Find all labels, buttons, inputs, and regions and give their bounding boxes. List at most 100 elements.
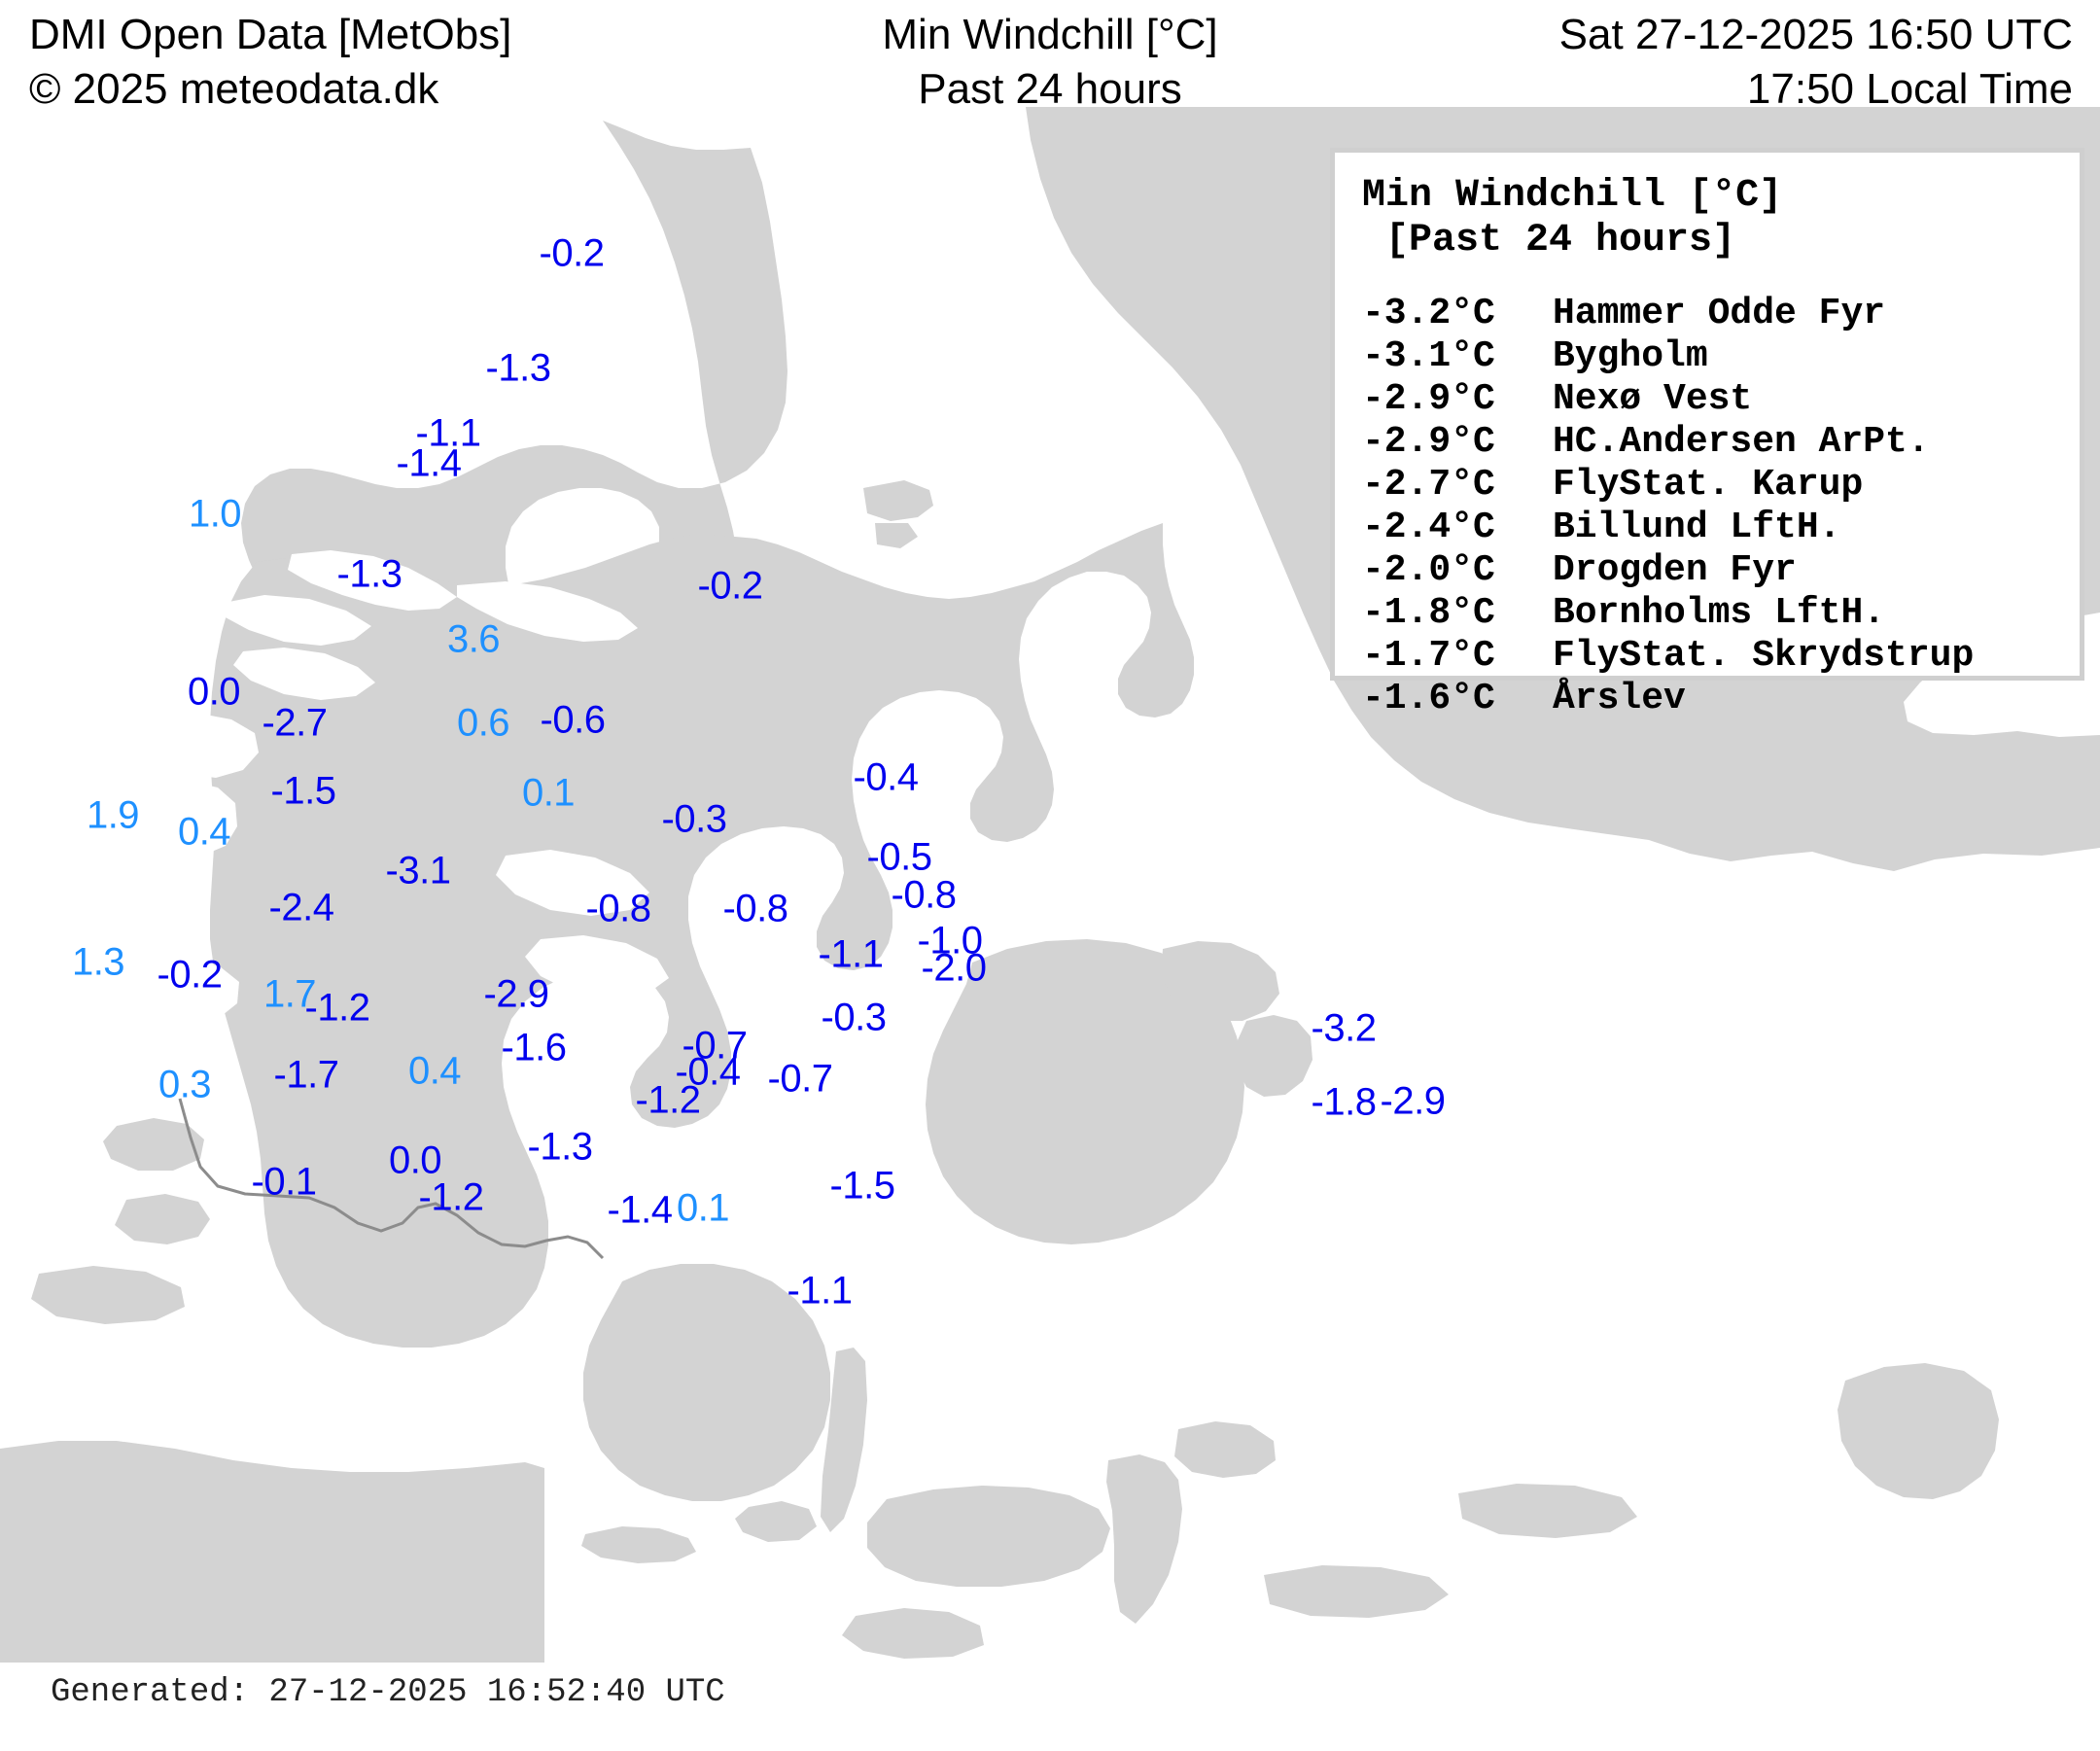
data-source-label: DMI Open Data [MetObs] (29, 11, 512, 58)
station-value-label: -1.6 (501, 1026, 567, 1069)
country-border-line (178, 1098, 605, 1260)
land-mon (1174, 1421, 1276, 1478)
land-west-isle-1 (103, 1118, 204, 1171)
land-falster (1106, 1454, 1182, 1624)
station-value-label: -1.4 (607, 1188, 673, 1232)
legend-value: -2.9°C (1362, 421, 1495, 463)
station-value-label: -0.1 (251, 1160, 317, 1204)
legend-station-name: Nexø Vest (1553, 378, 1753, 420)
station-value-label: -0.3 (821, 996, 887, 1039)
land-aero (581, 1526, 696, 1563)
station-value-label: -0.2 (697, 564, 763, 608)
legend-value: -1.8°C (1362, 592, 1495, 634)
station-value-label: -1.4 (396, 441, 462, 485)
legend-value: -2.9°C (1362, 378, 1495, 420)
station-value-label: -0.8 (585, 887, 651, 930)
station-value-label: -0.6 (540, 698, 606, 742)
station-value-label: 0.6 (456, 701, 510, 745)
station-value-label: -3.1 (385, 849, 451, 893)
legend-spacer (1362, 263, 2080, 293)
land-tasinge (735, 1501, 817, 1542)
sea-southwest-bay (148, 959, 239, 1023)
station-value-label: -0.7 (682, 1024, 748, 1068)
legend-station-name: FlyStat. Karup (1553, 464, 1864, 506)
legend-row: -2.7°C FlyStat. Karup (1362, 464, 2080, 507)
legend-row: -2.9°C Nexø Vest (1362, 378, 2080, 421)
legend-value: -1.6°C (1362, 678, 1495, 719)
station-value-label: -1.2 (304, 986, 370, 1030)
legend-station-name: Bygholm (1553, 335, 1708, 377)
legend-station-name: Årslev (1553, 678, 1686, 719)
station-value-label: 0.1 (676, 1186, 730, 1230)
sea-ringkobing-fjord-s (154, 782, 237, 856)
legend-title-line1: Min Windchill [°C] (1362, 174, 1783, 218)
legend-row: -1.8°C Bornholms LftH. (1362, 592, 2080, 635)
legend-row: -3.2°C Hammer Odde Fyr (1362, 293, 2080, 335)
station-value-label: -1.5 (270, 769, 336, 813)
station-value-label: -1.3 (527, 1125, 593, 1169)
land-isle-south-2 (1264, 1565, 1449, 1618)
station-value-label: -1.2 (635, 1078, 701, 1122)
station-value-label: 3.6 (446, 617, 501, 661)
land-funen (583, 1264, 830, 1501)
land-lolland (867, 1486, 1110, 1587)
station-value-label: -1.3 (485, 346, 551, 390)
legend-box: Min Windchill [°C] [Past 24 hours] -3.2°… (1330, 148, 2084, 719)
legend-value: -2.7°C (1362, 464, 1495, 506)
station-value-label: 1.7 (262, 972, 317, 1016)
legend-inner: Min Windchill [°C] [Past 24 hours] -3.2°… (1335, 153, 2080, 720)
sea-ringkobing-fjord-n (158, 714, 259, 778)
copyright-label: © 2025 meteodata.dk (29, 65, 439, 113)
station-value-label: -0.4 (675, 1050, 741, 1094)
station-value-label: 0.0 (388, 1138, 442, 1182)
station-value-label: 0.3 (158, 1063, 212, 1106)
station-value-label: -1.1 (415, 411, 481, 455)
sea-horsens-fjord (496, 850, 649, 916)
station-value-label: 1.3 (71, 940, 125, 984)
station-value-label: -1.2 (418, 1175, 484, 1219)
page-title: Min Windchill [°C] (882, 11, 1218, 58)
header-right-block: Sat 27-12-2025 16:50 UTC 17:50 Local Tim… (1559, 8, 2073, 117)
station-value-label: 0.1 (521, 771, 576, 815)
station-value-label: 0.0 (187, 670, 241, 714)
sea-bay-nw2 (233, 648, 375, 700)
sea-limfjord-east (457, 581, 638, 642)
legend-value: -2.4°C (1362, 507, 1495, 548)
legend-row: -2.9°C HC.Andersen ArPt. (1362, 421, 2080, 464)
legend-row: -1.6°C Årslev (1362, 678, 2080, 720)
land-amager (1237, 1015, 1312, 1097)
legend-row: -2.0°C Drogden Fyr (1362, 549, 2080, 592)
station-value-label: -0.8 (891, 873, 957, 917)
land-germany-isle (31, 1266, 185, 1324)
legend-station-name: HC.Andersen ArPt. (1553, 421, 1930, 463)
legend-station-name: Bornholms LftH. (1553, 592, 1886, 634)
station-value-label: -1.1 (787, 1269, 853, 1313)
sea-vejle-fjord (525, 935, 669, 998)
station-value-label: -0.2 (539, 231, 605, 275)
land-bornholm (1838, 1363, 1999, 1499)
legend-station-name: Hammer Odde Fyr (1553, 293, 1886, 334)
legend-station-name: Drogden Fyr (1553, 549, 1797, 591)
station-value-label: -0.8 (722, 887, 788, 930)
generated-timestamp: Generated: 27-12-2025 16:52:40 UTC (51, 1674, 725, 1711)
land-jutland-main (210, 523, 1194, 1348)
legend-station-name: Billund LftH. (1553, 507, 1841, 548)
page-subtitle: Past 24 hours (918, 65, 1182, 113)
station-value-label: -0.5 (866, 835, 932, 879)
station-value-label: 1.0 (188, 492, 242, 536)
header-left-block: DMI Open Data [MetObs] © 2025 meteodata.… (29, 8, 511, 117)
station-value-label: -2.9 (483, 972, 549, 1016)
legend-value: -1.7°C (1362, 635, 1495, 677)
station-value-label: -1.1 (818, 932, 884, 976)
station-value-label: 0.4 (407, 1049, 462, 1093)
land-zealand-north-tip (1161, 941, 1279, 1021)
station-value-label: -1.5 (829, 1164, 895, 1208)
land-laeso (863, 480, 933, 521)
land-isle-south-1 (842, 1608, 984, 1659)
station-value-label: -2.4 (268, 886, 334, 929)
station-value-label: -3.2 (1311, 1006, 1377, 1050)
legend-row: -1.7°C FlyStat. Skrydstrup (1362, 635, 2080, 678)
land-langeland (821, 1348, 867, 1532)
legend-value: -3.1°C (1362, 335, 1495, 377)
